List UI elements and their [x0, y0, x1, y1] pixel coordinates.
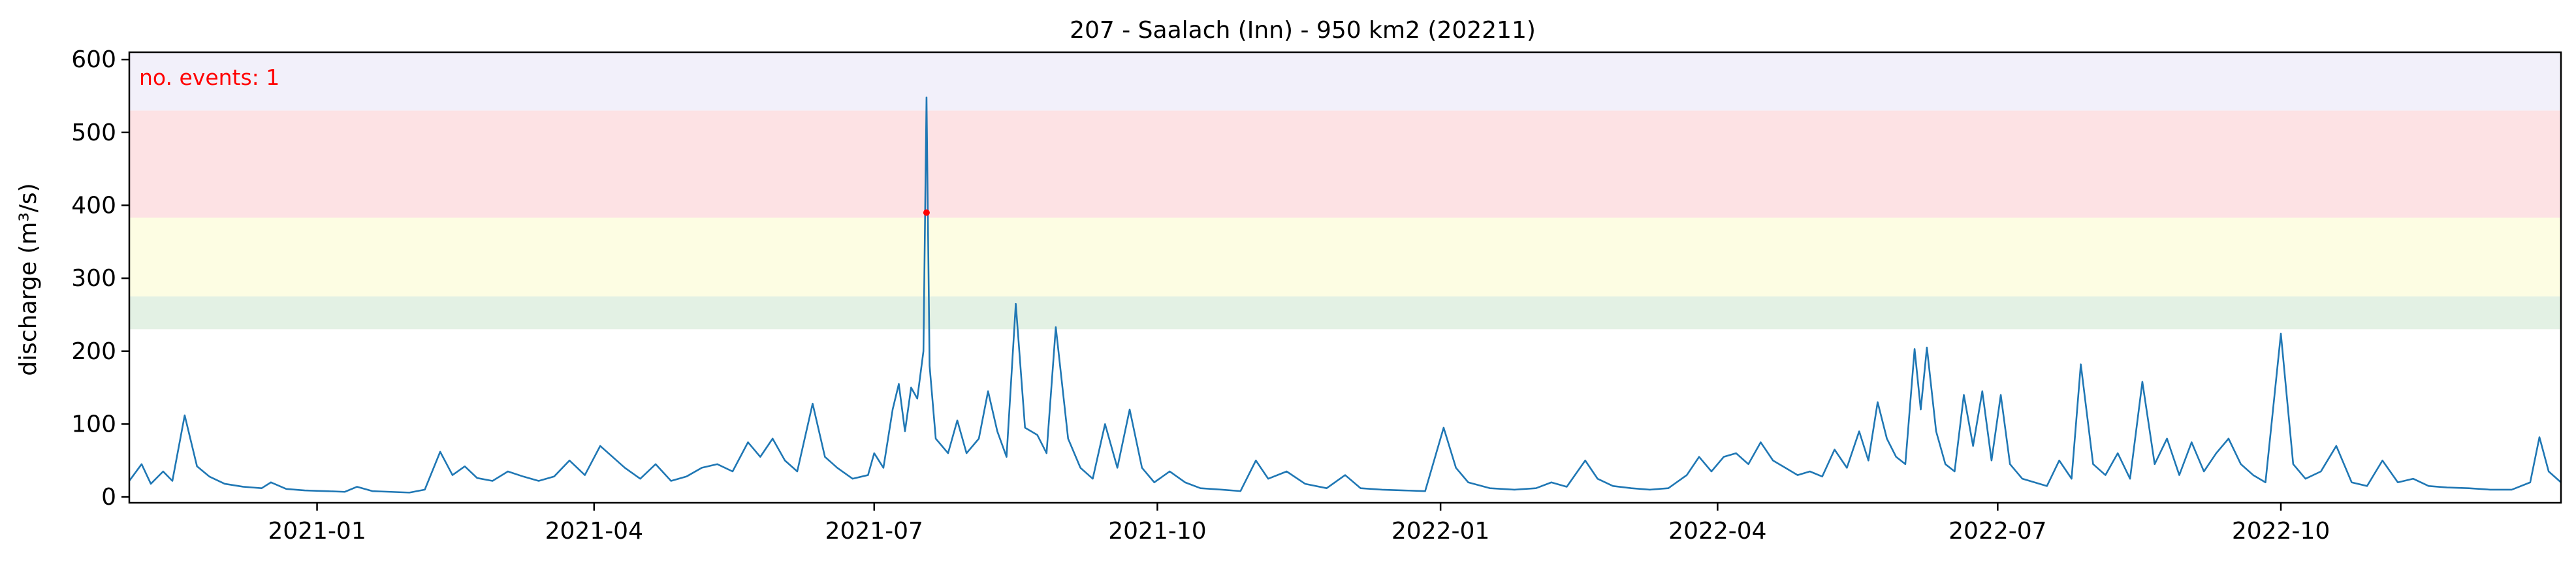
- x-tick-label: 2022-01: [1391, 518, 1489, 545]
- x-tick-label: 2021-07: [825, 518, 923, 545]
- chart-title: 207 - Saalach (Inn) - 950 km2 (202211): [1070, 17, 1536, 44]
- y-tick-label: 400: [71, 192, 116, 219]
- x-tick-label: 2021-01: [268, 518, 366, 545]
- y-tick-label: 500: [71, 119, 116, 146]
- threshold-band-4: [129, 52, 2561, 111]
- threshold-band-2: [129, 217, 2561, 297]
- x-tick-label: 2022-07: [1948, 518, 2046, 545]
- threshold-band-3: [129, 110, 2561, 218]
- event-marker: [923, 209, 930, 216]
- y-tick-label: 600: [71, 46, 116, 73]
- x-tick-label: 2021-04: [545, 518, 643, 545]
- y-tick-label: 0: [101, 484, 116, 511]
- events-count-annotation: no. events: 1: [139, 65, 279, 90]
- discharge-series-line: [128, 96, 2562, 494]
- threshold-band-1: [129, 296, 2561, 330]
- x-tick-label: 2021-10: [1108, 518, 1206, 545]
- y-tick-label: 100: [71, 411, 116, 437]
- y-tick-label: 200: [71, 338, 116, 365]
- x-tick-label: 2022-10: [2232, 518, 2330, 545]
- y-tick-label: 300: [71, 265, 116, 292]
- y-axis-label: discharge (m³/s): [15, 183, 42, 375]
- x-tick-label: 2022-04: [1668, 518, 1766, 545]
